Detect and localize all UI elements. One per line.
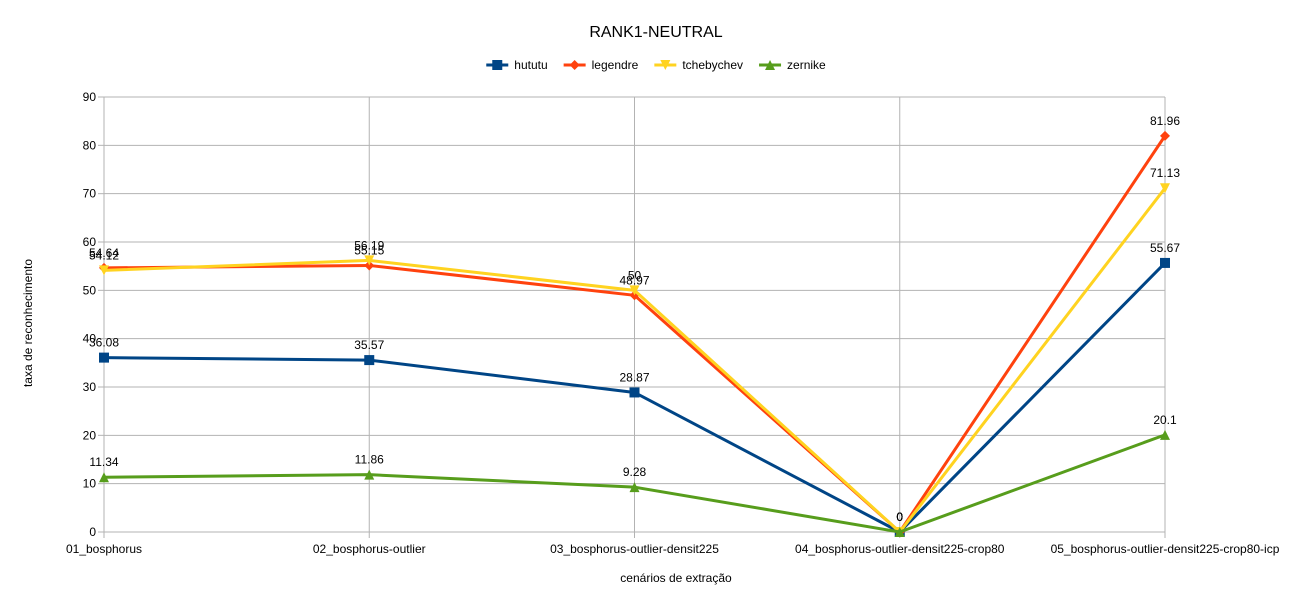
- y-axis-label: taxa de reconhecimento: [21, 259, 35, 387]
- data-point: [629, 285, 640, 296]
- y-tick-label: 50: [83, 283, 97, 297]
- data-label: 50: [628, 268, 642, 282]
- series-group: [99, 130, 1170, 537]
- data-label: 11.86: [355, 453, 384, 467]
- data-point: [894, 527, 905, 537]
- data-label: 55.15: [354, 243, 384, 257]
- data-label: 54.64: [89, 246, 119, 260]
- data-label: 28.87: [619, 370, 649, 384]
- y-tick-label: 20: [83, 428, 97, 442]
- x-tick-label: 05_bosphorus-outlier-densit225-crop80-ic…: [1051, 542, 1280, 556]
- y-tick-label: 40: [83, 332, 97, 346]
- data-point: [99, 472, 109, 483]
- data-label: 36.08: [89, 336, 119, 350]
- x-axis-label: cenários de extração: [620, 571, 732, 585]
- legend-label: zernike: [787, 58, 826, 72]
- data-label: 55.67: [1150, 241, 1180, 255]
- legend-item-tchebychev: tchebychev: [654, 58, 743, 72]
- legend-marker: [765, 60, 776, 70]
- data-label: 81.96: [1150, 114, 1180, 128]
- data-label: 0: [896, 510, 903, 524]
- x-tick-label: 03_bosphorus-outlier-densit225: [550, 542, 719, 556]
- chart-title: RANK1-NEUTRAL: [589, 24, 722, 41]
- legend-label: legendre: [592, 58, 639, 72]
- x-axis-ticks: 01_bosphorus 02_bosphorus-outlier 03_bosph…: [66, 542, 1280, 556]
- legend-item-zernike: zernike: [759, 58, 826, 72]
- legend-item-hututu: hututu: [486, 58, 548, 72]
- y-tick-label: 80: [83, 138, 97, 152]
- data-point: [1160, 257, 1170, 268]
- legend-marker: [492, 60, 503, 70]
- y-axis-ticks: 0 10 20 30 40 50 60 70 80 90: [83, 90, 97, 539]
- legend-marker: [660, 60, 671, 70]
- data-point: [1160, 130, 1170, 141]
- data-label: 0: [896, 510, 903, 524]
- data-point: [364, 255, 375, 266]
- data-point: [629, 482, 640, 493]
- x-tick-label: 04_bosphorus-outlier-densit225-crop80: [795, 542, 1005, 556]
- legend-item-legendre: legendre: [563, 58, 639, 72]
- y-tick-label: 90: [83, 90, 97, 104]
- data-point: [99, 352, 109, 363]
- data-point: [99, 265, 109, 276]
- data-label: 54.12: [89, 248, 119, 262]
- data-label: 11.34: [89, 455, 118, 469]
- data-label: 48.97: [619, 273, 649, 287]
- x-tick-label: 02_bosphorus-outlier: [313, 542, 426, 556]
- data-point: [1160, 429, 1170, 440]
- data-point: [1160, 183, 1170, 194]
- data-point: [364, 355, 375, 366]
- data-label: 9.28: [623, 465, 647, 479]
- data-point: [629, 387, 640, 398]
- legend-label: hututu: [514, 58, 547, 72]
- y-tick-label: 10: [83, 477, 97, 491]
- legend-label: tchebychev: [682, 58, 743, 72]
- data-label: 0: [896, 510, 903, 524]
- data-label: 56.19: [354, 238, 384, 252]
- data-label: 71.13: [1150, 166, 1180, 180]
- data-point: [364, 260, 375, 271]
- data-label: 0: [896, 510, 903, 524]
- x-tick-label: 01_bosphorus: [66, 542, 142, 556]
- y-tick-label: 70: [83, 187, 97, 201]
- legend: hututu legendre tchebychev zernike: [486, 58, 826, 72]
- y-tick-label: 30: [83, 380, 97, 394]
- data-point: [364, 469, 375, 480]
- data-label: 20.1: [1153, 413, 1177, 427]
- legend-marker: [569, 60, 580, 70]
- y-tick-label: 0: [89, 525, 96, 539]
- series-zernike: [99, 429, 1170, 537]
- data-label: 35.57: [354, 338, 384, 352]
- y-tick-label: 60: [83, 235, 97, 249]
